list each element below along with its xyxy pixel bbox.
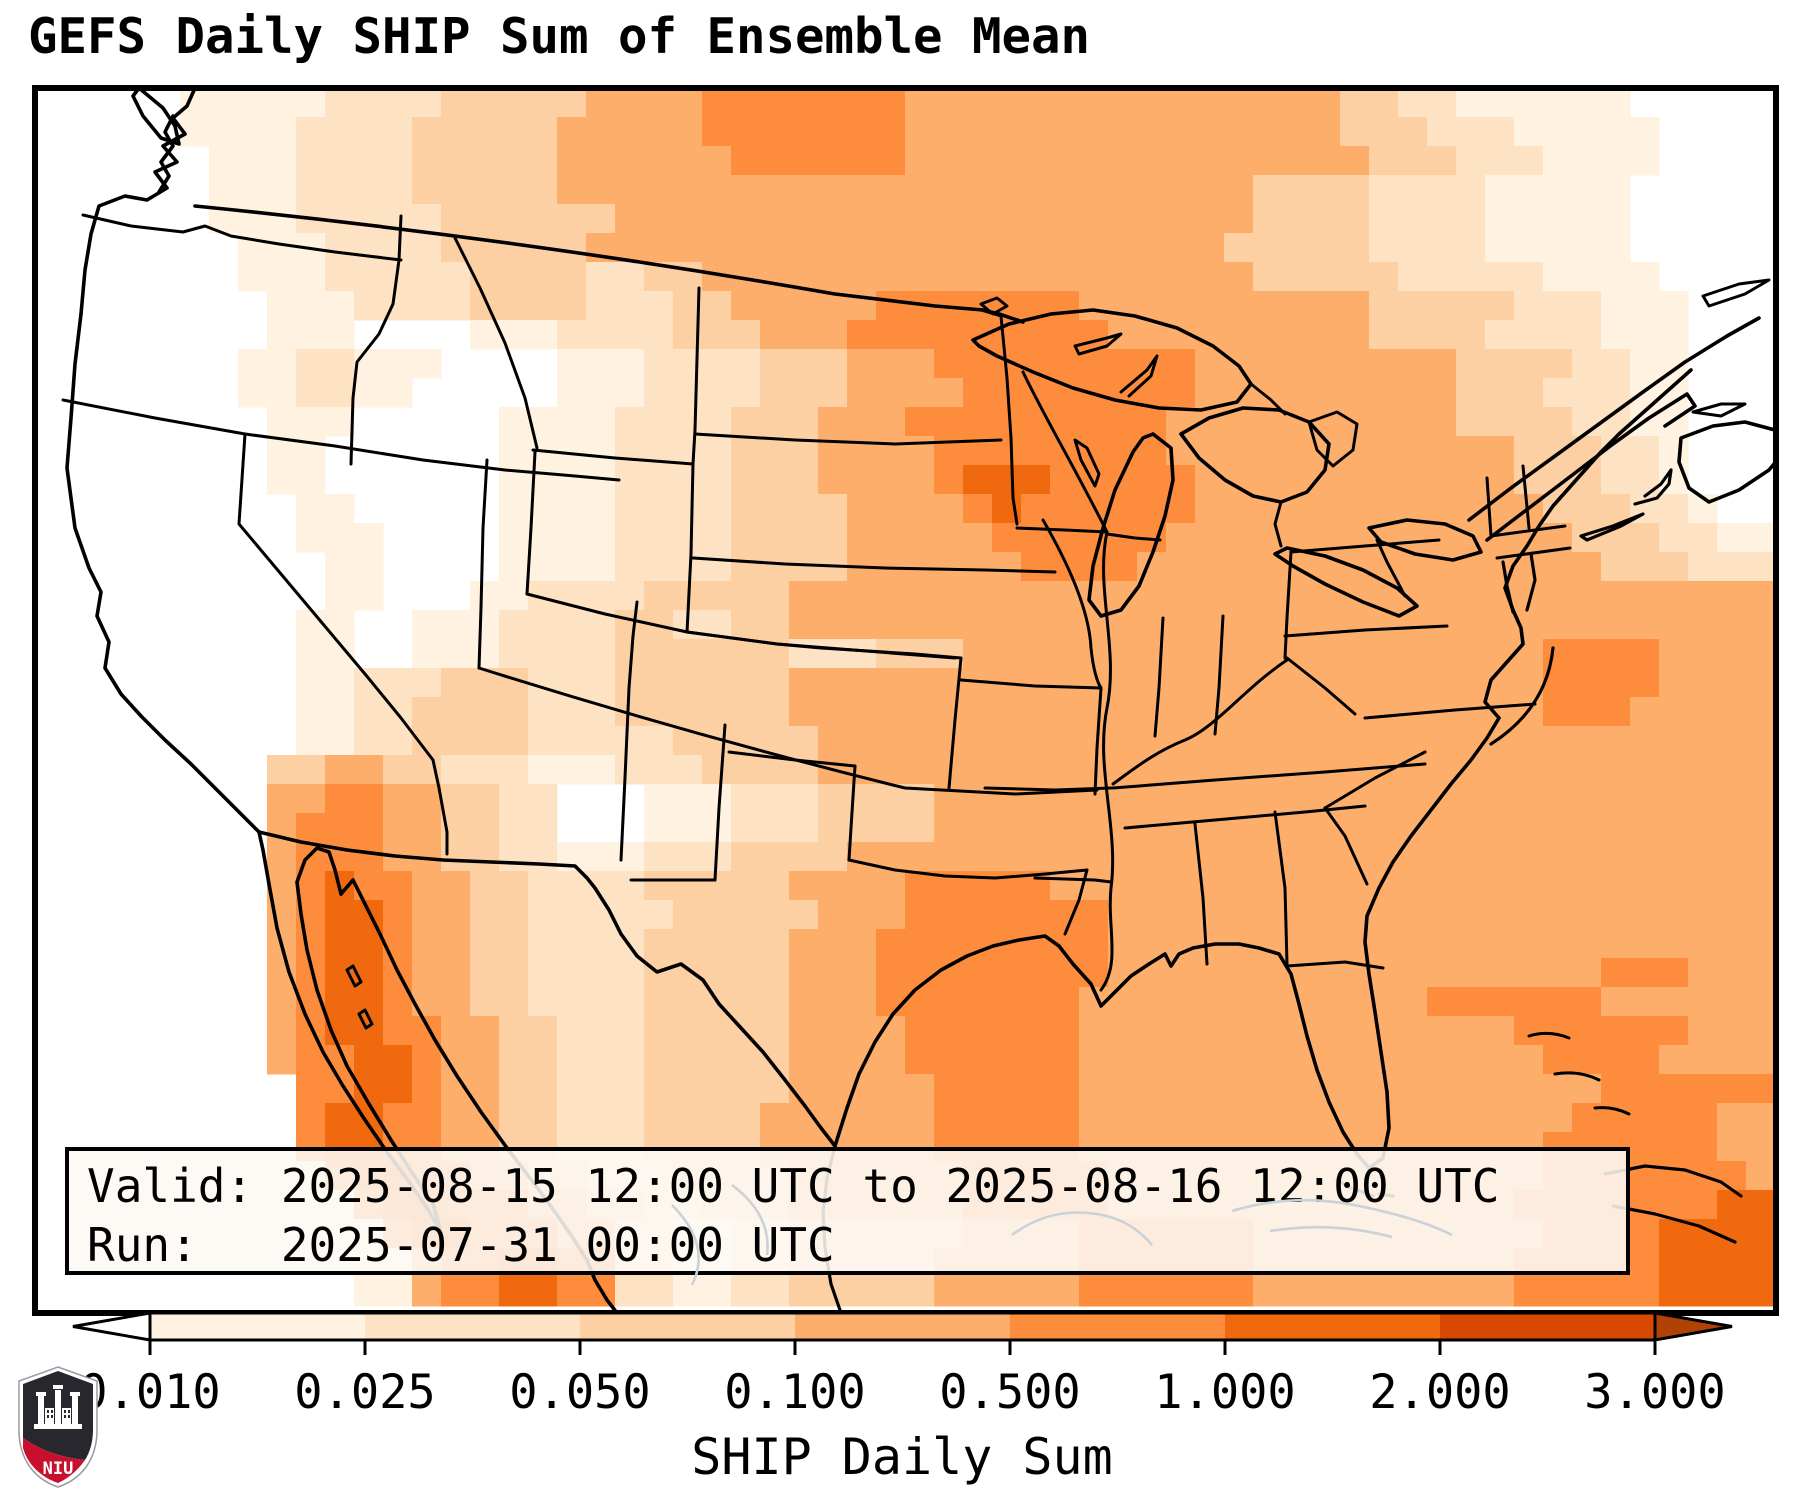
niu-castle-icon: [34, 1385, 82, 1429]
niagara-river: [1375, 538, 1407, 598]
lake-superior: [971, 308, 1253, 412]
st-marys-river: [1249, 382, 1287, 416]
cape-cod: [1633, 468, 1673, 506]
nova-scotia: [1677, 420, 1776, 504]
ship-field-grid: [180, 88, 1776, 1307]
lake-ontario: [1367, 518, 1483, 562]
colorbar-tick-label: 3.000: [1584, 1365, 1725, 1420]
cuba-coast: [1603, 1164, 1743, 1244]
bahamas: [1527, 1031, 1631, 1116]
colorbar-tick-label: 2.000: [1369, 1365, 1510, 1420]
st-lawrence-south-shore: [1485, 392, 1697, 542]
colorbar-segment: [150, 1313, 366, 1340]
plot-title: GEFS Daily SHIP Sum of Ensemble Mean: [28, 8, 1091, 65]
colorbar-under-arrow: [72, 1311, 152, 1342]
colorbar-segment: [580, 1313, 796, 1340]
colorbar-tick-label: 0.025: [294, 1365, 435, 1420]
run-line: Run: 2025-07-31 00:00 UTC: [87, 1218, 835, 1272]
colorbar-segment: [365, 1313, 581, 1340]
colorbar: 0.010 0.025 0.050 0.100 0.500 1.000 2.000 3.000: [72, 1311, 1733, 1420]
puget-sound: [157, 114, 175, 194]
colorbar-outline: [148, 1311, 1657, 1342]
prince-edward-island: [1691, 402, 1747, 418]
niu-logo-text: NIU: [43, 1459, 74, 1479]
map-canvas: [35, 88, 1776, 1313]
gulf-island: [345, 964, 374, 1030]
niu-shield-red: [23, 1438, 85, 1483]
st-lawrence-north-shore: [1467, 316, 1761, 522]
green-bay: [1073, 438, 1101, 488]
us-mexico-border: [257, 830, 837, 1148]
colorbar-over-arrow: [1653, 1311, 1733, 1342]
colorbar-tick-label: 0.500: [939, 1365, 1080, 1420]
colorbar-segment: [1010, 1313, 1226, 1340]
colorbar-segment: [795, 1313, 1011, 1340]
canada-border: [193, 204, 1025, 324]
outer-banks: [1489, 646, 1555, 746]
colorbar-segment: [1440, 1313, 1656, 1340]
lake-huron: [1179, 406, 1331, 504]
niu-logo: NIU: [18, 1366, 98, 1488]
colorbar-tick-label: 1.000: [1154, 1365, 1295, 1420]
colorbar-tick-label: 0.010: [79, 1365, 220, 1420]
chesapeake-bay: [1501, 552, 1537, 614]
valid-run-info-box: Valid: 2025-08-15 12:00 UTC to 2025-08-1…: [65, 1147, 1630, 1275]
keweenaw: [1119, 354, 1159, 398]
colorbar-tick-label: 0.100: [724, 1365, 865, 1420]
state-borders: [61, 213, 1572, 992]
colorbar-tick-label: 0.050: [509, 1365, 650, 1420]
detroit-river: [1273, 500, 1283, 548]
anticosti-island: [1701, 278, 1771, 308]
valid-line: Valid: 2025-08-15 12:00 UTC to 2025-08-1…: [87, 1159, 1500, 1213]
long-island: [1579, 512, 1645, 542]
lake-of-the-woods: [979, 296, 1009, 316]
colorbar-label: SHIP Daily Sum: [691, 1428, 1113, 1486]
map-frame: [32, 85, 1779, 1316]
isle-royale: [1073, 332, 1123, 356]
lake-michigan: [1087, 432, 1175, 618]
georgian-bay: [1307, 410, 1359, 468]
lake-erie: [1273, 546, 1419, 618]
colorbar-segment: [1225, 1313, 1441, 1340]
